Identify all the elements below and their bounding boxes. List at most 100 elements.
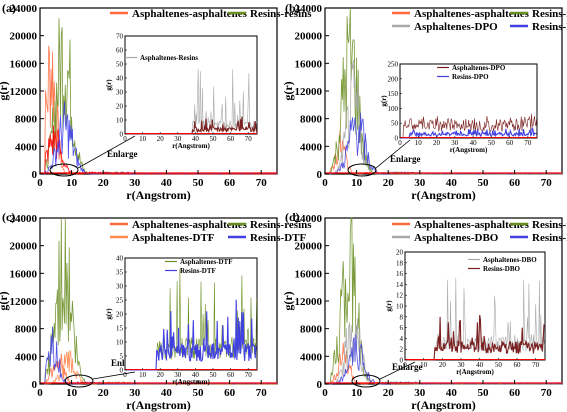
enlarge-arrow <box>379 361 416 380</box>
inset-y-axis-label: g(r) <box>105 79 113 91</box>
inset-x-tick-label: 0 <box>403 361 407 369</box>
inset-y-axis-label: g(r) <box>105 308 113 320</box>
inset-y-tick-label: 0 <box>395 135 399 143</box>
inset-y-tick-label: 0 <box>400 357 404 365</box>
x-tick-label: 70 <box>256 177 268 189</box>
y-tick-label: 8000 <box>15 114 38 126</box>
inset-x-tick-label: 0 <box>123 135 127 143</box>
x-tick-label: 30 <box>414 177 426 189</box>
inset-x-tick-label: 10 <box>139 135 147 143</box>
x-tick-label: 60 <box>509 177 521 189</box>
inset-x-tick-label: 20 <box>157 135 165 143</box>
x-axis-label: r(Angstrom) <box>411 398 475 412</box>
y-tick-label: 16000 <box>295 58 323 70</box>
inset-y-tick-label: 70 <box>116 33 124 41</box>
enlarge-annotation: Enlarge <box>107 149 138 159</box>
inset-y-tick-label: 20 <box>396 249 404 257</box>
inset-x-tick-label: 30 <box>458 361 466 369</box>
y-tick-label: 16000 <box>295 268 323 280</box>
y-tick-label: 12000 <box>295 86 323 98</box>
inset-x-tick-label: 40 <box>470 139 478 147</box>
inset-x-tick-label: 30 <box>174 371 182 379</box>
inset-y-tick-label: 0 <box>120 131 124 139</box>
y-tick-label: 4000 <box>300 141 323 153</box>
legend-label: Resins-resins <box>250 219 312 231</box>
y-axis-label: g(r) <box>281 291 295 310</box>
panel-label: (d) <box>285 210 300 224</box>
x-tick-label: 10 <box>351 177 363 189</box>
inset-y-tick-label: 8 <box>400 313 404 321</box>
inset-legend-label: Asphaltenes-DBO <box>483 256 537 264</box>
y-tick-label: 20000 <box>10 31 38 43</box>
inset-y-tick-label: 14 <box>396 281 404 289</box>
y-tick-label: 16000 <box>10 268 38 280</box>
inset-y-tick-label: 40 <box>116 75 124 83</box>
y-tick-label: 20000 <box>10 241 38 253</box>
y-tick-label: 0 <box>317 169 323 181</box>
chart-panel-2: 0 10 20 30 40 50 60 700400080001200016000200002… <box>0 210 312 412</box>
inset-series-line-1 <box>400 127 537 139</box>
y-tick-label: 24000 <box>10 3 38 15</box>
inset-y-tick-label: 25 <box>116 297 124 305</box>
inset-y-tick-label: 4 <box>400 335 404 343</box>
inset-x-tick-label: 10 <box>139 371 147 379</box>
y-axis-label: g(r) <box>0 81 10 100</box>
legend-label: Resins-DPO <box>532 21 567 33</box>
legend-label: Asphaltenes-DBO <box>414 232 499 244</box>
y-tick-label: 0 <box>32 169 38 181</box>
inset-x-axis-label: r(Angstrom) <box>450 146 488 154</box>
x-tick-label: 50 <box>193 387 205 399</box>
inset-y-tick-label: 12 <box>396 292 404 300</box>
inset-y-tick-label: 10 <box>116 339 124 347</box>
inset-y-tick-label: 5 <box>120 353 124 361</box>
x-tick-label: 30 <box>414 387 426 399</box>
x-tick-label: 0 <box>37 177 43 189</box>
inset-x-tick-label: 20 <box>157 371 165 379</box>
inset-x-tick-label: 70 <box>245 371 253 379</box>
y-tick-label: 12000 <box>10 86 38 98</box>
y-tick-label: 8000 <box>300 114 323 126</box>
chart-panel-0: 0 10 20 30 40 50 60 700400080001200016000200002… <box>0 1 312 202</box>
x-tick-label: 60 <box>509 387 521 399</box>
enlarge-arrow <box>77 135 136 169</box>
enlarge-arrow <box>375 139 411 169</box>
enlarge-annotation: Enlarge <box>390 154 421 164</box>
x-tick-label: 30 <box>129 387 141 399</box>
inset-x-tick-label: 50 <box>210 135 218 143</box>
legend-label: Asphaltenes-DPO <box>414 21 498 33</box>
panel-label: (b) <box>285 1 300 15</box>
y-tick-label: 20000 <box>295 31 323 43</box>
inset-series-line-0 <box>400 113 537 139</box>
inset-x-tick-label: 60 <box>506 139 514 147</box>
zoom-region-ellipse <box>49 163 79 177</box>
x-axis-label: r(Angstrom) <box>126 398 190 412</box>
x-tick-label: 40 <box>161 177 173 189</box>
y-tick-label: 24000 <box>295 3 323 15</box>
y-tick-label: 4000 <box>15 141 38 153</box>
inset-legend-label: Resins-DPO <box>452 73 489 81</box>
inset-x-tick-label: 30 <box>174 135 182 143</box>
x-tick-label: 70 <box>541 387 553 399</box>
inset-y-tick-label: 100 <box>388 105 399 113</box>
x-tick-label: 10 <box>66 387 78 399</box>
x-tick-label: 50 <box>478 177 490 189</box>
y-tick-label: 0 <box>32 379 38 391</box>
inset-x-tick-label: 60 <box>227 135 235 143</box>
y-tick-label: 24000 <box>10 213 38 225</box>
inset-y-tick-label: 16 <box>396 270 404 278</box>
inset-y-tick-label: 6 <box>400 324 404 332</box>
inset-x-tick-label: 0 <box>123 371 127 379</box>
x-tick-label: 60 <box>224 387 236 399</box>
enlarge-annotation: Enlarge <box>392 362 423 372</box>
legend-label: Resins-DTF <box>250 232 307 244</box>
inset-y-tick-label: 50 <box>116 61 124 69</box>
inset-y-tick-label: 18 <box>396 259 404 267</box>
inset-y-tick-label: 200 <box>388 75 399 83</box>
x-tick-label: 40 <box>446 387 458 399</box>
x-tick-label: 50 <box>478 387 490 399</box>
inset-legend-label: Asphaltenes-DPO <box>452 64 506 72</box>
inset-y-tick-label: 10 <box>396 303 404 311</box>
inset-legend-label: Asphaltenes-DTF <box>180 258 233 266</box>
legend-label: Asphaltenes-DTF <box>132 232 215 244</box>
